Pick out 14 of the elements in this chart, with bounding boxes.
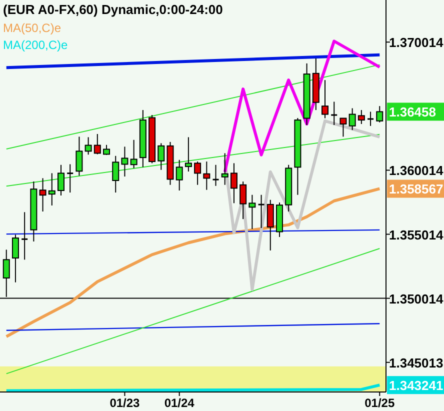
- y-tick-label: 1.355014: [389, 227, 444, 242]
- x-tick-label: 01/25: [364, 396, 395, 410]
- data-label: 1.358567: [389, 182, 444, 197]
- y-tick-label: 1.370014: [389, 35, 444, 50]
- x-tick-label: 01/23: [110, 396, 140, 410]
- y-tick-label: 1.350014: [389, 291, 444, 306]
- text: MA(50,C)e: [3, 21, 62, 35]
- y-tick-label: 1.345013: [389, 355, 444, 370]
- x-tick-label: 01/24: [164, 396, 195, 410]
- text: 1.36458: [389, 104, 436, 120]
- y-tick-label: 1.360014: [389, 163, 444, 178]
- chart-title: (EUR A0-FX,60) Dynamic,0:00-24:00: [3, 2, 223, 17]
- text: MA(200,C)e: [3, 38, 68, 52]
- data-label: 1.343241: [389, 378, 444, 394]
